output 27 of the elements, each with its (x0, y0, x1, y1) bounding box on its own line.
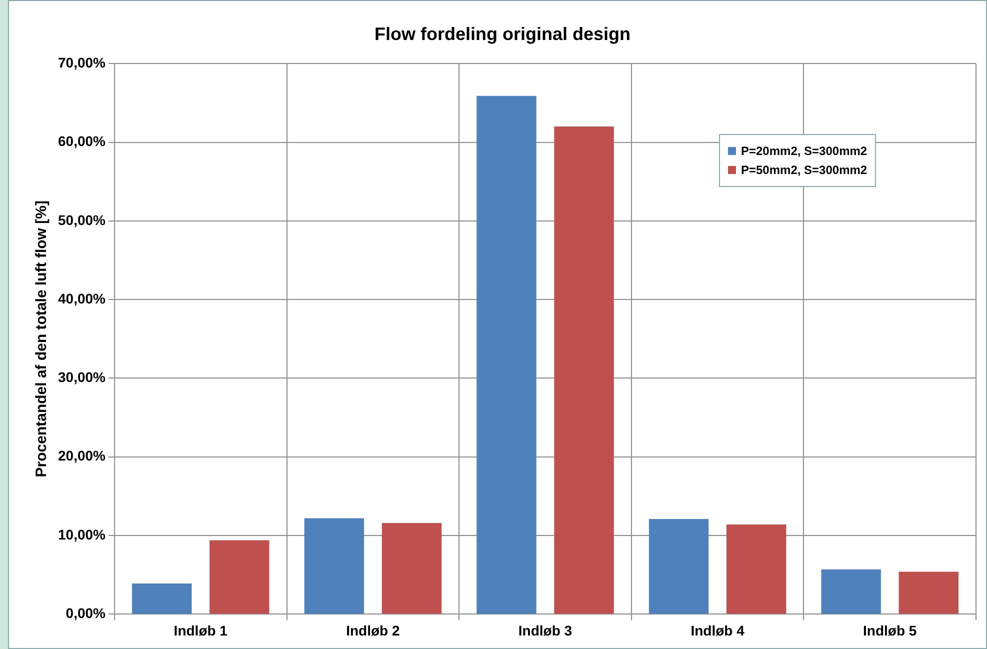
x-tick-label: Indløb 4 (690, 622, 745, 638)
y-tick-label: 0,00% (66, 605, 106, 622)
y-tick-label: 60,00% (58, 133, 106, 150)
x-tick-label: Indløb 1 (174, 622, 228, 638)
bar (304, 518, 364, 614)
x-tick-label: Indløb 5 (863, 622, 917, 638)
bar (821, 569, 881, 614)
y-tick-label: 70,00% (58, 54, 106, 70)
x-tick-label: Indløb 3 (518, 622, 572, 638)
chart-title: Flow fordeling original design (374, 24, 630, 44)
legend-label: P=20mm2, S=300mm2 (740, 144, 868, 158)
bar (132, 584, 192, 614)
y-tick-label: 50,00% (58, 212, 106, 228)
bar (726, 524, 786, 614)
y-tick-label: 20,00% (58, 448, 106, 464)
legend-label: P=50mm2, S=300mm2 (740, 162, 868, 177)
y-axis-title: Procentandel af den totale luft flow [%] (33, 200, 50, 478)
bar (898, 572, 958, 614)
bar (382, 522, 442, 614)
y-tick-label: 30,00% (58, 369, 106, 386)
bar (648, 519, 709, 614)
x-tick-label: Indløb 2 (346, 622, 400, 638)
bar (476, 96, 536, 614)
bar (554, 126, 614, 614)
y-tick-label: 40,00% (58, 290, 106, 306)
bar (210, 540, 270, 614)
y-tick-label: 10,00% (58, 526, 106, 542)
